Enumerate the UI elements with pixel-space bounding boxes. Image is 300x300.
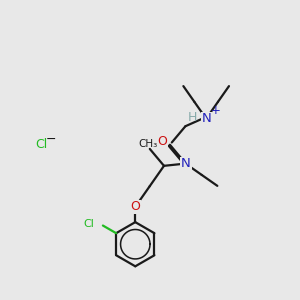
Text: N: N <box>181 158 191 170</box>
Text: N: N <box>201 112 211 125</box>
Text: Cl: Cl <box>35 138 47 151</box>
Text: Cl: Cl <box>84 219 94 229</box>
Text: O: O <box>130 200 140 213</box>
Text: H: H <box>188 111 198 124</box>
Text: O: O <box>158 135 167 148</box>
Text: +: + <box>211 104 220 117</box>
Text: −: − <box>45 133 56 146</box>
Text: CH₃: CH₃ <box>139 139 158 148</box>
